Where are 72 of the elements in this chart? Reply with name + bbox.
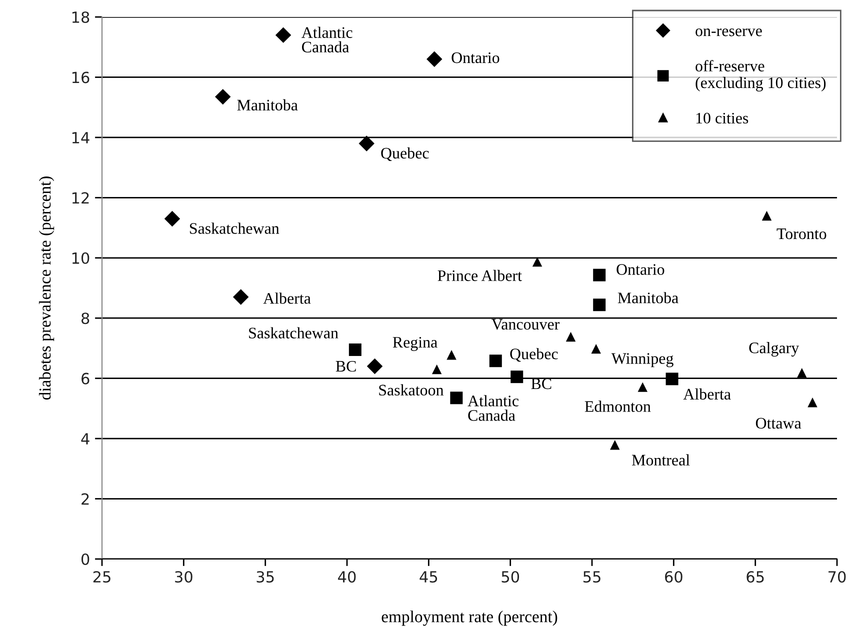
annotation: Ottawa (756, 418, 802, 429)
annotation: Calgary (749, 342, 800, 357)
y-tick-label: 2 (82, 493, 89, 505)
annotation: Winnipeg (611, 353, 674, 368)
point (275, 27, 292, 43)
annotation: Ontario (452, 52, 500, 64)
annotation: Prince Albert (438, 270, 522, 282)
point (666, 372, 678, 386)
point (591, 344, 601, 354)
y-tick-label: 10 (72, 252, 90, 264)
annotation: Atlantic Canada (468, 395, 519, 421)
y-tick-label: 14 (72, 132, 90, 144)
point (164, 210, 180, 227)
x-tick-label: 50 (502, 571, 520, 583)
annotation: Manitoba (618, 292, 678, 304)
annotation: Edmonton (584, 400, 651, 412)
annotation: Montreal (632, 454, 690, 466)
x-tick-label: 25 (93, 571, 110, 583)
x-tick-label: 70 (828, 571, 846, 583)
annotation: Saskatchewan (190, 222, 280, 234)
point (638, 382, 648, 392)
x-tick-label: 40 (338, 571, 356, 583)
y-tick-label: 12 (72, 192, 89, 204)
point (426, 51, 442, 68)
x-tick-label: 45 (420, 571, 438, 583)
y-axis-title: diabetes prevalence rate (percent) (38, 176, 54, 400)
y-tick-label: 4 (81, 433, 90, 444)
y-tick-label: 16 (72, 72, 90, 84)
annotation: BC (336, 360, 356, 372)
annotation: Alberta (683, 388, 731, 400)
annotation: Atlantic Canada (302, 26, 352, 52)
point (358, 136, 374, 152)
point (593, 268, 606, 282)
annotation: Saskatchewan (249, 327, 338, 338)
point (510, 370, 524, 384)
annotation: Saskatoon (379, 384, 444, 396)
x-axis-title: employment rate (percent) (382, 610, 558, 626)
annotation: Quebec (381, 147, 429, 162)
y-tick-label: 8 (82, 312, 90, 324)
point (366, 358, 383, 374)
x-tick-label: 65 (746, 571, 764, 583)
y-tick-label: 6 (82, 372, 90, 384)
y-tick-label: 0 (81, 553, 90, 566)
annotation: Quebec (510, 348, 558, 362)
point (808, 398, 818, 408)
annotation: Alberta (263, 292, 311, 304)
point (489, 354, 502, 368)
x-tick-label: 30 (175, 571, 192, 583)
legend-label: on-reserve (696, 28, 762, 36)
legend-label: 10 cities (696, 112, 748, 124)
annotation: Vancouver (492, 319, 560, 330)
point (348, 343, 362, 356)
point (797, 368, 807, 378)
point (593, 298, 606, 312)
point (232, 289, 249, 305)
point (762, 210, 772, 221)
y-tick-label: 18 (72, 11, 90, 24)
annotation: Manitoba (237, 99, 298, 111)
point (566, 332, 576, 342)
legend-label: off-reserve (excluding 10 cities) (696, 60, 826, 92)
point (532, 256, 542, 267)
point (450, 392, 463, 404)
x-tick-label: 35 (256, 571, 274, 583)
point (610, 440, 620, 450)
annotation: Regina (392, 336, 438, 351)
point (432, 364, 442, 374)
annotation: Ontario (616, 264, 664, 275)
x-tick-label: 60 (665, 571, 682, 583)
point (446, 350, 456, 360)
point (215, 88, 231, 105)
annotation: Toronto (776, 228, 826, 240)
x-tick-label: 55 (583, 571, 600, 583)
